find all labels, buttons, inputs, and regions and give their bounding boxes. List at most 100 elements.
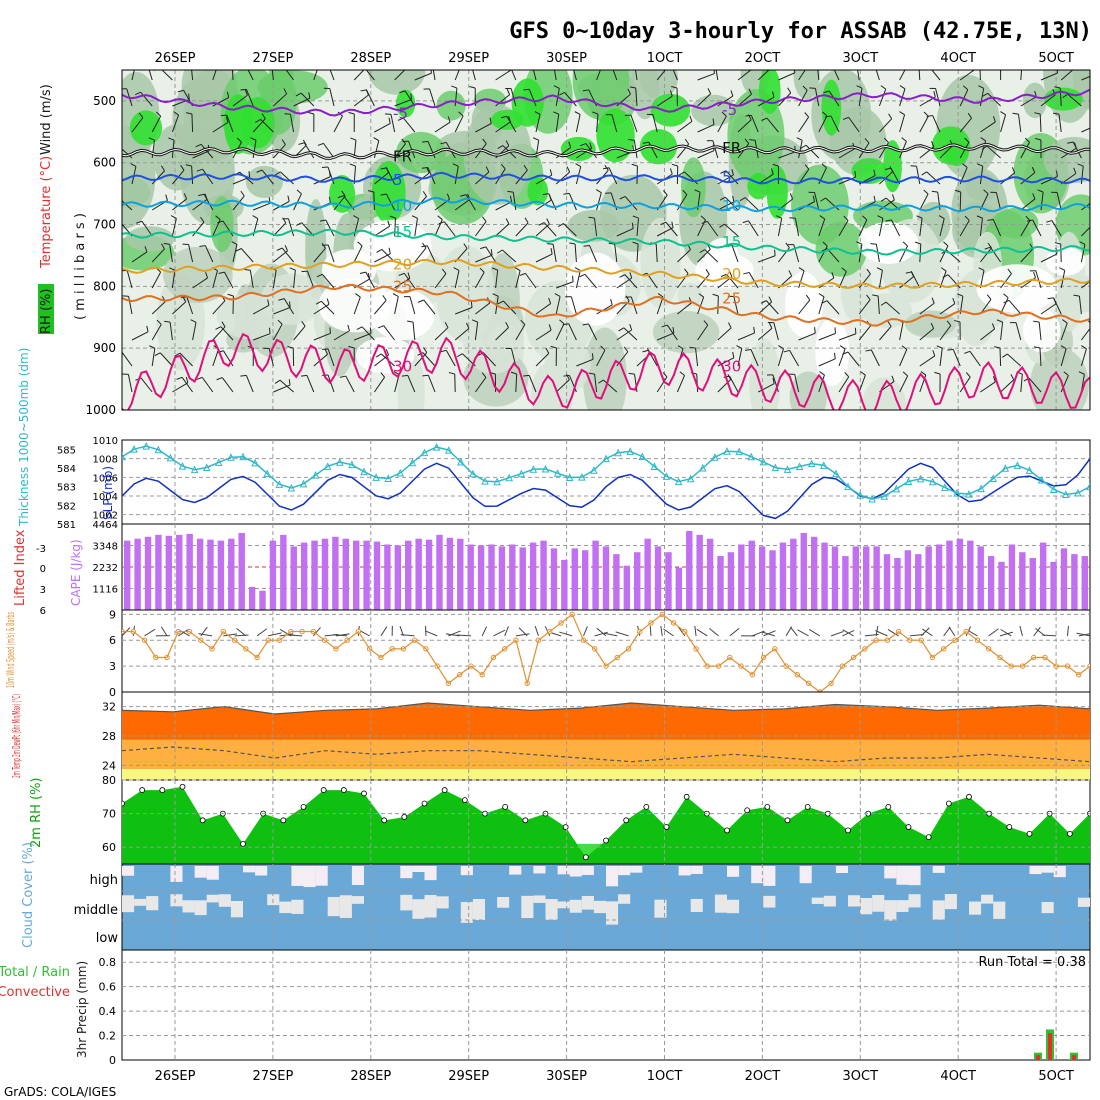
wind-barb: [596, 70, 601, 81]
wind-barb-flag: [631, 163, 638, 167]
wind-barb: [443, 221, 456, 237]
wind-barb-flag: [1081, 345, 1087, 350]
wind-barb-flag: [943, 241, 949, 247]
rh2m-point: [401, 814, 408, 820]
wind-barb: [986, 145, 1001, 159]
wind-barb: [240, 248, 254, 263]
wind-barb: [959, 70, 975, 81]
wind-barb: [226, 114, 234, 133]
cape-bar: [727, 552, 735, 610]
wind-barb: [757, 383, 775, 393]
wind-barb-flag: [505, 218, 510, 225]
wind-barb: [390, 114, 396, 133]
cape-bar: [134, 538, 141, 610]
wind-barb-flag: [465, 322, 470, 329]
wind-barb-flag: [421, 245, 428, 248]
wind-barb: [1051, 220, 1062, 237]
wind-barb: [383, 325, 395, 341]
wind-barb: [672, 70, 678, 81]
wind-barb-flag: [471, 319, 478, 323]
wind-barb-flag: [1097, 119, 1098, 125]
wind10m-barb: [943, 626, 951, 637]
lifted-index-tick-label: 0: [40, 564, 46, 575]
rh-high-blob: [240, 97, 275, 149]
wind-barb-flag: [744, 138, 750, 144]
wind-barb: [247, 70, 254, 81]
cape-bar: [935, 544, 943, 610]
slp-ticks: 1010 1008 1006 1004 1002 585 584 583 582 581: [57, 436, 118, 531]
wind-barb-flag: [719, 196, 726, 201]
wind-barb-flag: [456, 353, 463, 358]
cape-bar: [800, 532, 807, 610]
wind10m-barb: [696, 628, 708, 637]
cape-bar: [519, 547, 526, 610]
middle-cloud-block: [714, 894, 727, 913]
wind-barb: [252, 140, 257, 159]
wind-barb-flag: [198, 193, 205, 197]
wind10m-barb: [583, 626, 588, 637]
wind-barb: [935, 88, 941, 107]
wind-barb-flag: [205, 272, 209, 279]
cape-bar: [706, 538, 714, 610]
wind-barb: [273, 222, 287, 237]
wind-barb-flag: [562, 323, 569, 326]
rh2m-point: [1006, 824, 1013, 830]
wind-barb: [683, 171, 698, 185]
wind-barb: [454, 270, 460, 289]
wind-barb-flag: [864, 138, 870, 144]
wind-barb-flag: [976, 215, 983, 219]
high-cloud-block: [1041, 866, 1054, 873]
high-cloud-block: [243, 866, 256, 873]
wind-barb: [1080, 166, 1084, 185]
wind-barb-flag: [523, 374, 530, 377]
wind-barb-flag: [930, 322, 935, 329]
wind-barb: [140, 91, 153, 107]
rh2m-point: [159, 787, 166, 793]
wind-barb-flag: [274, 171, 281, 176]
wind-barb: [222, 220, 234, 237]
cape-bars: [124, 531, 1088, 610]
wind-barb: [204, 245, 214, 263]
wind-barb: [987, 93, 1001, 107]
wind-barb-flag: [497, 145, 504, 150]
high-cloud-block: [255, 866, 268, 876]
wind-barb-flag: [252, 215, 259, 220]
wind-barb: [556, 281, 574, 289]
wind-barb: [589, 245, 598, 263]
wind10m-barb: [504, 626, 509, 637]
wind-barb: [712, 140, 719, 159]
wind-barb: [879, 326, 892, 341]
wind-barb: [365, 70, 375, 81]
rh-dry-area: [321, 249, 377, 290]
wind-barb-flag: [583, 244, 590, 247]
cape-bar: [467, 544, 474, 610]
wind-barb-flag: [549, 169, 553, 176]
wind-barb-flag: [833, 352, 836, 359]
middle-cloud-block: [690, 898, 703, 913]
wind-barb-flag: [701, 220, 708, 224]
cape-bar: [831, 546, 839, 610]
wind-barb-flag: [188, 93, 190, 100]
wind-barb: [891, 219, 901, 237]
wind-barb: [181, 377, 194, 393]
wind-barb: [313, 332, 331, 341]
wind-barb-flag: [923, 66, 929, 68]
wind10m-barb: [790, 626, 798, 637]
wind10m-barb: [615, 631, 629, 637]
wind-barb-flag: [831, 272, 835, 279]
wind-barb-flag: [642, 349, 649, 353]
thickness-axis-label: Thickness 1000~500mb (dm): [17, 348, 31, 527]
cape-bar: [155, 534, 162, 610]
precip-panel-frame: [121, 949, 1091, 1061]
wind-barb-flag: [873, 169, 876, 176]
cape-bar: [342, 538, 349, 610]
wind-barb-flag: [479, 246, 487, 250]
wind-barb-flag: [987, 219, 994, 221]
wind-barb-flag: [148, 137, 155, 141]
wind-barb-flag: [677, 345, 684, 350]
wind-barb: [200, 143, 214, 159]
wind-barb-flag: [582, 323, 589, 326]
wind-barb: [798, 70, 806, 81]
wind-barb-flag: [289, 267, 296, 271]
wind-barb: [1008, 300, 1022, 315]
